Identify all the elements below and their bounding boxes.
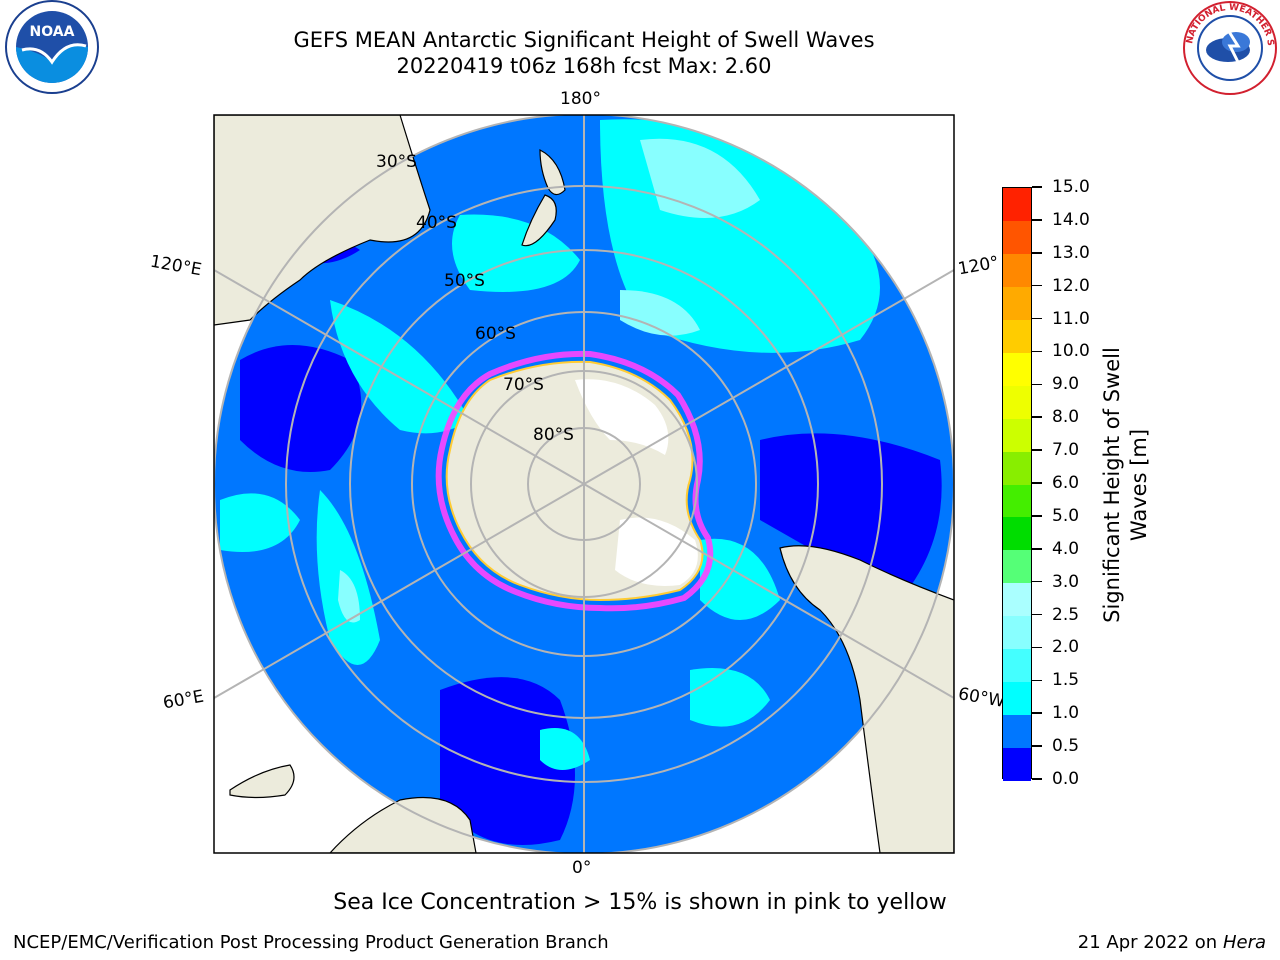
colorbar-tick — [1032, 515, 1042, 517]
chart-title: GEFS MEAN Antarctic Significant Height o… — [293, 28, 875, 52]
colorbar-title: Significant Height of Swell Waves [m] — [1099, 285, 1153, 685]
lat-label-40s: 40°S — [416, 213, 457, 233]
colorbar-tick-label: 1.5 — [1052, 670, 1080, 691]
colorbar-tick-label: 9.0 — [1052, 374, 1080, 395]
colorbar-tick — [1032, 778, 1042, 780]
footer-date: 21 Apr 2022 on Hera — [1078, 932, 1266, 953]
colorbar-tick-label: 4.0 — [1052, 538, 1080, 559]
colorbar-tick — [1032, 449, 1042, 451]
new-zealand-south — [521, 194, 557, 247]
colorbar-tick-label: 8.0 — [1052, 407, 1080, 428]
colorbar-tick — [1032, 679, 1042, 682]
colorbar-segment — [1003, 220, 1031, 255]
colorbar-tick — [1032, 350, 1042, 353]
new-zealand-north — [539, 149, 566, 196]
lat-label-60s: 60°S — [475, 324, 516, 344]
colorbar-tick — [1032, 745, 1042, 747]
sea-ice-edge — [435, 350, 714, 612]
footer-credit: NCEP/EMC/Verification Post Processing Pr… — [13, 932, 609, 953]
nws-logo: NATIONAL WEATHER SERVICE — [1178, 0, 1277, 95]
colorbar-title-line1: Significant Height of Swell — [1100, 347, 1124, 623]
colorbar-tick — [1032, 416, 1042, 418]
colorbar-segment — [1003, 681, 1031, 715]
colorbar-tick-label: 13.0 — [1052, 242, 1090, 263]
colorbar-tick-label: 10.0 — [1052, 341, 1090, 362]
australia-land — [214, 115, 431, 326]
meridian-120e — [214, 269, 585, 485]
sea-ice-inner — [445, 360, 704, 602]
colorbar-tick-label: 14.0 — [1052, 209, 1090, 230]
colorbar-tick — [1032, 548, 1042, 550]
colorbar-tick — [1032, 219, 1042, 221]
colorbar-tick-label: 5.0 — [1052, 505, 1080, 526]
chart-subtitle: 20220419 t06z 168h fcst Max: 2.60 — [396, 54, 772, 78]
colorbar-segment — [1003, 451, 1031, 485]
colorbar-title-line2: Waves [m] — [1127, 428, 1151, 542]
meridian-120w — [583, 269, 954, 485]
colorbar-tick-label: 2.0 — [1052, 637, 1080, 658]
colorbar-segment — [1003, 286, 1031, 321]
colorbar-tick — [1032, 284, 1042, 287]
colorbar-tick-label: 3.0 — [1052, 571, 1080, 592]
south-america-land — [779, 545, 954, 853]
sea-ice-note: Sea Ice Concentration > 15% is shown in … — [333, 890, 947, 915]
colorbar-tick-label: 11.0 — [1052, 308, 1090, 329]
colorbar-tick-label: 0.0 — [1052, 769, 1080, 789]
meridian-60e — [214, 483, 585, 699]
colorbar-tick — [1032, 646, 1042, 649]
weddell-ice — [615, 517, 698, 586]
colorbar-segment — [1003, 549, 1031, 584]
colorbar-tick — [1032, 712, 1042, 714]
colorbar-segment — [1003, 418, 1031, 452]
noaa-logo: NOAA — [5, 0, 99, 94]
colorbar-segment — [1003, 352, 1031, 386]
colorbar-tick — [1032, 252, 1042, 254]
graticule — [214, 115, 954, 853]
colorbar-tick-label: 7.0 — [1052, 440, 1080, 461]
colorbar-segment — [1003, 385, 1031, 419]
lat-label-30s: 30°S — [376, 152, 417, 172]
madagascar-land — [229, 764, 295, 799]
lat-label-70s: 70°S — [503, 375, 544, 395]
colorbar-segment — [1003, 319, 1031, 354]
lon-label-180: 180° — [560, 89, 601, 109]
colorbar-tick-label: 6.0 — [1052, 473, 1080, 493]
colorbar-tick — [1032, 613, 1042, 616]
colorbar — [1002, 187, 1032, 781]
colorbar-tick-label: 1.0 — [1052, 703, 1080, 724]
colorbar-tick — [1032, 580, 1042, 583]
noaa-logo-text: NOAA — [30, 24, 75, 40]
colorbar-segment — [1003, 615, 1031, 650]
colorbar-tick — [1032, 482, 1042, 484]
colorbar-tick — [1032, 186, 1042, 188]
colorbar-segment — [1003, 714, 1031, 748]
colorbar-segment — [1003, 253, 1031, 288]
lon-label-0: 0° — [572, 858, 592, 878]
colorbar-segment — [1003, 188, 1031, 222]
footer-host: Hera — [1222, 932, 1266, 953]
footer-date-text: 21 Apr 2022 on — [1077, 932, 1223, 953]
map-frame — [213, 114, 955, 854]
colorbar-segment — [1003, 484, 1031, 518]
colorbar-tick — [1032, 383, 1042, 386]
colorbar-segment — [1003, 648, 1031, 682]
lat-label-80s: 80°S — [533, 425, 574, 445]
colorbar-tick — [1032, 317, 1042, 320]
colorbar-segment — [1003, 582, 1031, 617]
ross-ice — [575, 379, 669, 455]
africa-land — [329, 796, 477, 853]
colorbar-segment — [1003, 747, 1031, 781]
colorbar-tick-label: 0.5 — [1052, 736, 1080, 757]
colorbar-segment — [1003, 516, 1031, 551]
lat-label-50s: 50°S — [444, 271, 485, 291]
colorbar-tick-label: 2.5 — [1052, 604, 1080, 625]
colorbar-tick-label: 12.0 — [1052, 275, 1090, 296]
meridian-60w — [583, 483, 954, 699]
colorbar-tick-label: 15.0 — [1052, 177, 1090, 197]
